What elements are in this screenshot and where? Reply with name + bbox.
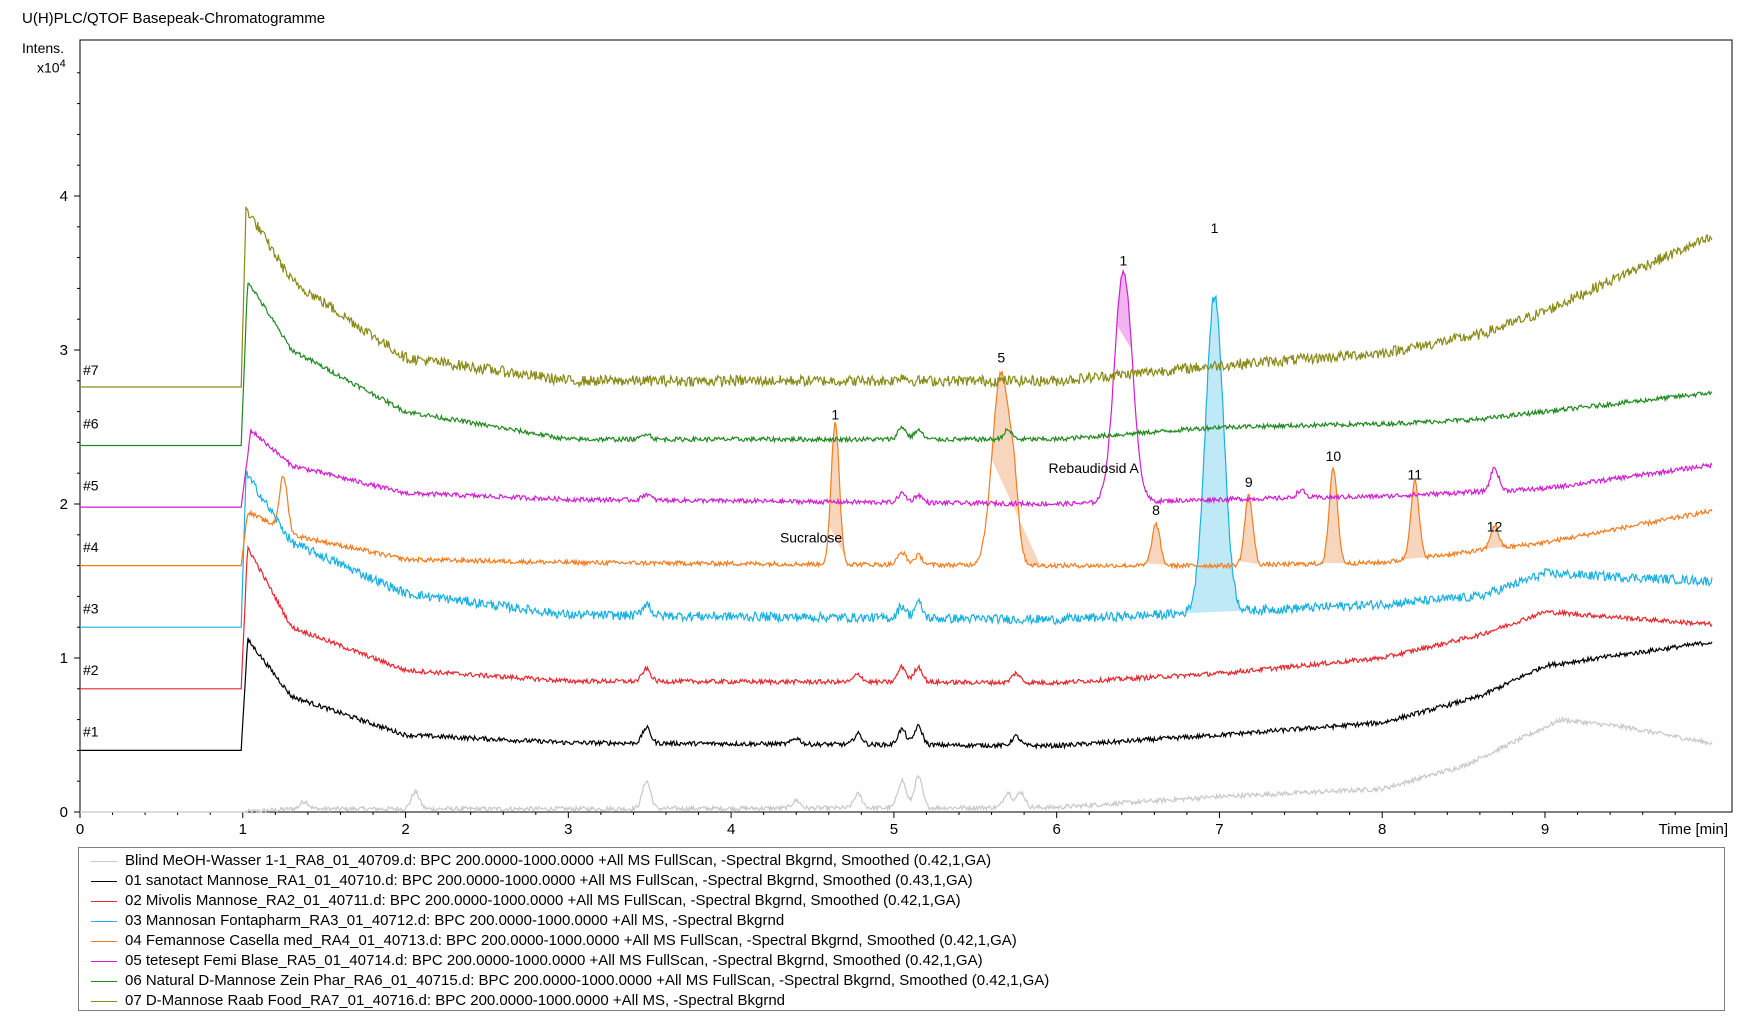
trace-label: #3 — [83, 601, 99, 617]
trace-label: #6 — [83, 416, 99, 432]
series-line-t1 — [80, 637, 1713, 751]
compound-annotation: Rebaudiosid A — [1049, 460, 1140, 476]
chart-legend: Blind MeOH-Wasser 1-1_RA8_01_40709.d: BP… — [78, 847, 1725, 1011]
filled-peak-area — [1178, 296, 1256, 614]
legend-swatch — [91, 900, 117, 902]
trace-label: #7 — [83, 362, 99, 378]
trace-label: #1 — [83, 724, 99, 740]
y-tick-label: 2 — [60, 496, 68, 513]
y-tick-label: 4 — [60, 188, 68, 205]
peak-number-label: 12 — [1487, 519, 1503, 535]
y-tick-label: 3 — [60, 342, 68, 359]
x-tick-label: 5 — [890, 821, 898, 838]
series-line-blank — [80, 715, 1713, 815]
y-axis-scale: x104 — [37, 58, 66, 76]
peak-number-label: 8 — [1152, 502, 1160, 518]
legend-entry: 04 Femannose Casella med_RA4_01_40713.d:… — [91, 931, 1724, 951]
series-line-t2 — [80, 544, 1713, 690]
peak-number-label: 1 — [1120, 252, 1128, 268]
series-line-t4 — [80, 370, 1713, 570]
legend-swatch — [91, 960, 117, 962]
chromatogram-plot: 0 1 2 3 4 5 6 7 8 9 Time [min]01234#1#2#3#4#5#6#71… — [60, 39, 1733, 838]
x-tick-label: 0 — [76, 821, 84, 838]
y-tick-label: 0 — [60, 804, 68, 821]
y-tick-label: 1 — [60, 650, 68, 667]
peak-number-label: 9 — [1245, 474, 1253, 490]
legend-entry: 03 Mannosan Fontapharm_RA3_01_40712.d: B… — [91, 911, 1724, 931]
filled-peak-area — [1239, 495, 1262, 565]
series-line-t3 — [80, 294, 1713, 628]
legend-swatch — [91, 980, 117, 982]
filled-peak-area — [1320, 468, 1348, 564]
legend-entry: 02 Mivolis Mannose_RA2_01_40711.d: BPC 2… — [91, 891, 1724, 911]
peak-number-label: 5 — [997, 349, 1005, 365]
trace-label: #4 — [83, 539, 99, 555]
x-tick-label: 6 — [1052, 821, 1060, 838]
x-tick-label: 8 — [1378, 821, 1386, 838]
legend-entry: 07 D-Mannose Raab Food_RA7_01_40716.d: B… — [91, 991, 1724, 1011]
filled-peak-area — [828, 422, 849, 564]
x-axis-label: Time [min] — [1659, 821, 1728, 838]
y-axis-label: Intens. — [22, 40, 65, 56]
legend-text: 03 Mannosan Fontapharm_RA3_01_40712.d: B… — [125, 912, 785, 929]
legend-entry: 01 sanotact Mannose_RA1_01_40710.d: BPC … — [91, 871, 1724, 891]
legend-swatch — [91, 1000, 117, 1002]
peak-number-label: 10 — [1326, 448, 1342, 464]
legend-text: Blind MeOH-Wasser 1-1_RA8_01_40709.d: BP… — [125, 852, 992, 869]
x-tick-label: 9 — [1541, 821, 1549, 838]
legend-text: 05 tetesept Femi Blase_RA5_01_40714.d: B… — [125, 952, 983, 969]
legend-swatch — [91, 940, 117, 942]
series-line-t5 — [80, 268, 1713, 509]
legend-entry: 06 Natural D-Mannose Zein Phar_RA6_01_40… — [91, 971, 1724, 991]
peak-number-label: 1 — [1211, 220, 1219, 236]
x-tick-label: 4 — [727, 821, 735, 838]
trace-label: #5 — [83, 477, 99, 493]
x-tick-label: 1 — [239, 821, 247, 838]
x-tick-label: 7 — [1215, 821, 1223, 838]
plot-frame — [79, 39, 1733, 813]
compound-annotation: Sucralose — [780, 530, 842, 546]
legend-entry: Blind MeOH-Wasser 1-1_RA8_01_40709.d: BP… — [91, 851, 1724, 871]
series-line-t6 — [80, 282, 1713, 447]
series-line-t7 — [80, 206, 1713, 389]
legend-swatch — [91, 920, 117, 922]
filled-peak-area — [1146, 524, 1168, 565]
legend-text: 04 Femannose Casella med_RA4_01_40713.d:… — [125, 932, 1017, 949]
chart-title: U(H)PLC/QTOF Basepeak-Chromatogramme — [22, 10, 326, 27]
legend-swatch — [91, 880, 117, 882]
legend-text: 07 D-Mannose Raab Food_RA7_01_40716.d: B… — [125, 992, 786, 1009]
peak-number-label: 11 — [1408, 466, 1423, 482]
legend-text: 02 Mivolis Mannose_RA2_01_40711.d: BPC 2… — [125, 892, 961, 909]
legend-entry: 05 tetesept Femi Blase_RA5_01_40714.d: B… — [91, 951, 1724, 971]
legend-text: 06 Natural D-Mannose Zein Phar_RA6_01_40… — [125, 972, 1050, 989]
filled-peak-area — [991, 372, 1041, 566]
y-axis-scale-base: x10 — [37, 59, 60, 76]
legend-swatch — [91, 860, 117, 862]
filled-peak-area — [1484, 525, 1506, 549]
peak-number-label: 1 — [831, 406, 839, 422]
legend-text: 01 sanotact Mannose_RA1_01_40710.d: BPC … — [125, 872, 973, 889]
filled-peak-area — [1401, 481, 1430, 560]
trace-label: #2 — [83, 662, 99, 678]
filled-peak-area — [1116, 271, 1132, 350]
y-axis-scale-exp: 4 — [59, 58, 66, 70]
x-tick-label: 3 — [564, 821, 572, 838]
x-tick-label: 2 — [401, 821, 409, 838]
